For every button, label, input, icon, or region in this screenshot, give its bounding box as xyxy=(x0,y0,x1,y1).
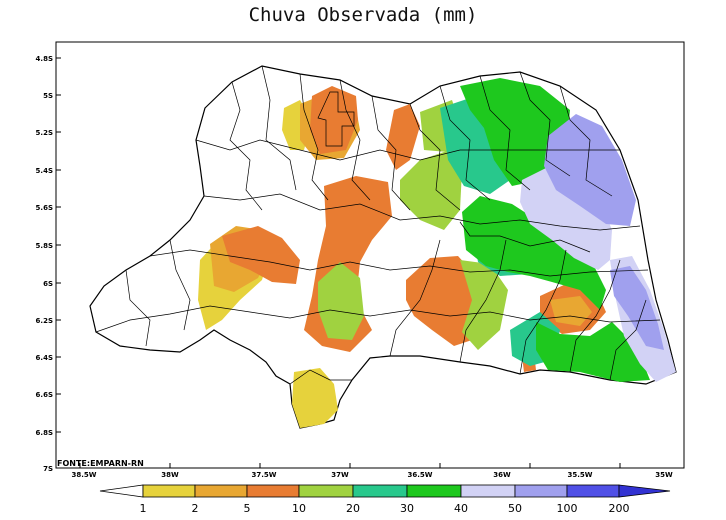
lat-tick-label: 6.6S xyxy=(36,391,53,399)
lat-tick-label: 6S xyxy=(43,280,53,288)
lat-tick-label: 5.8S xyxy=(36,242,53,250)
colorbar-label: 5 xyxy=(244,502,251,515)
lat-tick-label: 6.4S xyxy=(36,354,53,362)
colorbar-segment xyxy=(406,484,462,498)
colorbar-label: 200 xyxy=(609,502,630,515)
lat-tick-label: 7S xyxy=(43,465,53,473)
latitude-axis: 4.8S 5S 5.2S 5.4S 5.6S 5.8S 6S 6.2S 6.4S… xyxy=(36,55,61,473)
lat-tick-label: 5.6S xyxy=(36,204,53,212)
colorbar-segment xyxy=(460,484,516,498)
colorbar-label: 2 xyxy=(192,502,199,515)
lon-tick-label: 35W xyxy=(655,471,673,479)
colorbar-segment xyxy=(514,484,568,498)
lon-tick-label: 36W xyxy=(493,471,511,479)
colorbar-label: 10 xyxy=(292,502,306,515)
rainfall-shading xyxy=(198,78,676,428)
map-title: Chuva Observada (mm) xyxy=(248,4,478,26)
colorbar: 1 2 5 10 20 30 40 50 100 200 xyxy=(99,484,671,515)
lon-tick-label: 37W xyxy=(331,471,349,479)
colorbar-segment xyxy=(566,484,620,498)
colorbar-label: 20 xyxy=(346,502,360,515)
colorbar-label: 100 xyxy=(557,502,578,515)
colorbar-label: 40 xyxy=(454,502,468,515)
lon-tick-label: 38.5W xyxy=(72,471,97,479)
colorbar-label: 1 xyxy=(140,502,147,515)
source-note: FONTE:EMPARN-RN xyxy=(57,459,144,468)
lat-tick-label: 5.4S xyxy=(36,167,53,175)
lat-tick-label: 5.2S xyxy=(36,129,53,137)
municipal-boundaries xyxy=(95,65,661,385)
colorbar-segment xyxy=(618,484,671,498)
colorbar-segment xyxy=(246,484,300,498)
colorbar-segment xyxy=(142,484,196,498)
colorbar-segment xyxy=(298,484,354,498)
colorbar-segment xyxy=(352,484,408,498)
lon-tick-label: 38W xyxy=(161,471,179,479)
colorbar-label: 30 xyxy=(400,502,414,515)
colorbar-label: 50 xyxy=(508,502,522,515)
lat-tick-label: 6.8S xyxy=(36,429,53,437)
colorbar-segment xyxy=(99,484,144,498)
lat-tick-label: 6.2S xyxy=(36,317,53,325)
longitude-axis: 38.5W 38W 37.5W 37W 36.5W 36W 35.5W 35W xyxy=(72,463,685,479)
lon-tick-label: 36.5W xyxy=(408,471,433,479)
lat-tick-label: 4.8S xyxy=(36,55,53,63)
colorbar-segment xyxy=(194,484,248,498)
lat-tick-label: 5S xyxy=(43,92,53,100)
lon-tick-label: 35.5W xyxy=(568,471,593,479)
lon-tick-label: 37.5W xyxy=(252,471,277,479)
